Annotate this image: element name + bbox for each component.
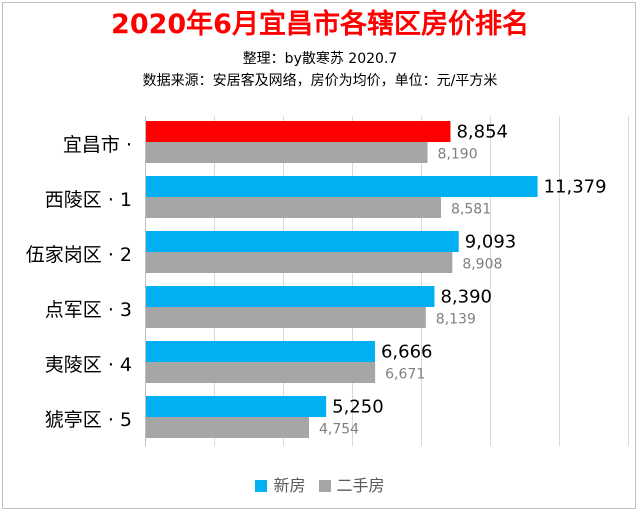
data-label-second-hand: 8,581 xyxy=(451,202,491,218)
bar-second-hand xyxy=(145,142,428,163)
chart-subtitle-author: 整理：by散寒苏 2020.7 xyxy=(242,51,398,67)
legend-label-new: 新房 xyxy=(273,476,306,495)
bar-new xyxy=(145,121,451,142)
legend-item-second: 二手房 xyxy=(318,472,385,496)
chart-title: 2020年6月宜昌市各辖区房价排名 xyxy=(111,9,529,40)
bar-second-hand xyxy=(145,197,442,218)
category-label: 猇亭区 · 5 xyxy=(45,409,132,431)
data-label-second-hand: 8,908 xyxy=(462,257,502,273)
bar-new xyxy=(145,341,375,362)
bar-new xyxy=(145,176,538,197)
category-label: 点军区 · 3 xyxy=(45,299,132,321)
category-label: 宜昌市 · xyxy=(63,134,132,156)
category-label: 夷陵区 · 4 xyxy=(45,354,132,376)
data-label-second-hand: 4,754 xyxy=(319,422,359,438)
data-label-second-hand: 8,139 xyxy=(436,312,476,328)
bar-second-hand xyxy=(145,307,426,328)
chart-legend: 新房 二手房 xyxy=(0,472,640,496)
data-label-new: 5,250 xyxy=(332,397,384,418)
data-label-new: 11,379 xyxy=(544,177,607,198)
bar-new xyxy=(145,396,327,417)
legend-item-new: 新房 xyxy=(255,472,305,496)
chart-subtitle-source: 数据来源：安居客及网络，房价为均价，单位：元/平方米 xyxy=(142,73,498,89)
category-label: 西陵区 · 1 xyxy=(45,189,132,211)
bar-second-hand xyxy=(145,362,376,383)
legend-label-second: 二手房 xyxy=(336,476,385,495)
data-label-new: 8,854 xyxy=(456,122,508,143)
bar-second-hand xyxy=(145,252,453,273)
data-label-second-hand: 6,671 xyxy=(385,367,425,383)
bar-new xyxy=(145,286,435,307)
legend-swatch-second xyxy=(318,480,331,492)
data-label-new: 9,093 xyxy=(465,232,517,253)
data-label-second-hand: 8,190 xyxy=(438,147,478,163)
category-label: 伍家岗区 · 2 xyxy=(26,244,132,266)
legend-swatch-new xyxy=(255,480,268,492)
bar-new xyxy=(145,231,459,252)
data-label-new: 6,666 xyxy=(381,342,433,363)
bar-second-hand xyxy=(145,417,310,438)
data-label-new: 8,390 xyxy=(440,287,492,308)
